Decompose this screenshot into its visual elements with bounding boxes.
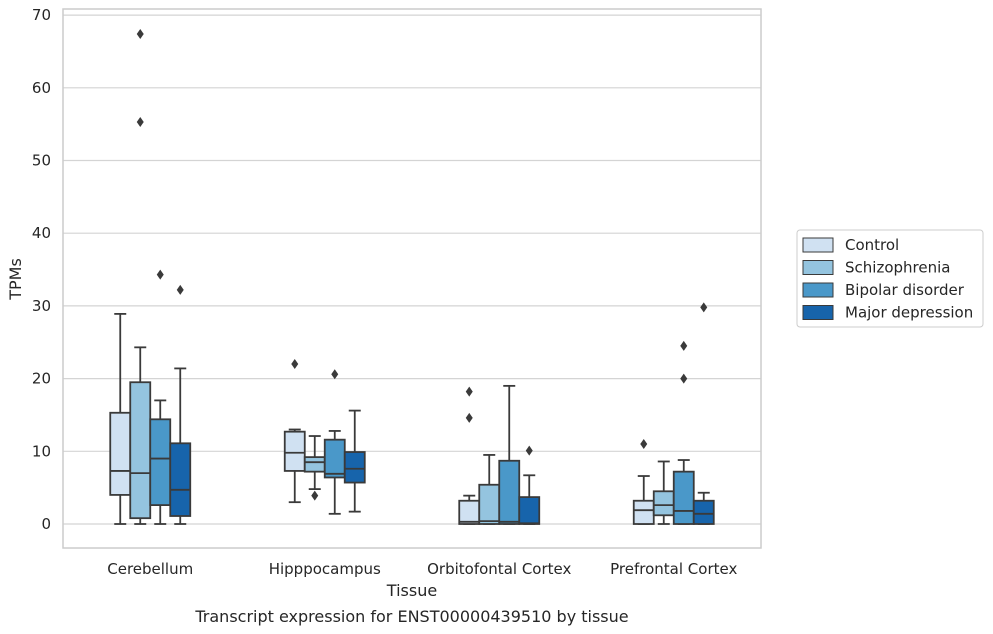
box <box>303 456 326 473</box>
outlier-point <box>465 386 473 397</box>
box-group <box>518 445 541 525</box>
outlier-point <box>680 373 688 384</box>
outlier-point <box>640 439 648 450</box>
legend-swatch <box>802 260 834 275</box>
legend-label: Schizophrenia <box>845 259 950 277</box>
legend: Control Schizophrenia Bipolar disorder Majo… <box>796 229 984 328</box>
box-group <box>458 386 481 525</box>
box-group <box>283 359 306 504</box>
box-group <box>169 284 192 525</box>
box-group <box>692 302 715 525</box>
legend-label: Major depression <box>845 304 973 322</box>
box-group <box>498 384 521 525</box>
outlier-point <box>176 284 184 295</box>
plot-area <box>109 29 715 525</box>
box-group <box>343 409 366 513</box>
x-tick-label: Cerebellum <box>107 560 193 578</box>
box-group <box>149 269 172 525</box>
box <box>518 496 541 525</box>
box-group <box>632 439 655 525</box>
legend-swatch <box>802 282 834 298</box>
box <box>692 499 715 525</box>
legend-swatch <box>802 237 834 253</box>
box-group <box>129 29 152 525</box>
y-tick-label: 10 <box>32 442 51 460</box>
box-group <box>303 435 326 501</box>
y-tick-label: 60 <box>32 79 51 97</box>
outlier-point <box>680 340 688 351</box>
legend-entries: Control Schizophrenia Bipolar disorder Majo… <box>802 236 973 322</box>
box <box>458 499 481 525</box>
box <box>478 483 501 525</box>
plot-frame <box>62 8 762 549</box>
y-tick-label: 0 <box>41 515 51 533</box>
box-group <box>672 340 695 525</box>
outlier-point <box>136 29 144 40</box>
legend-swatch <box>802 305 834 320</box>
y-axis-title: TPMs <box>6 258 25 301</box>
box-group <box>652 460 675 525</box>
outlier-point <box>136 116 144 127</box>
outlier-point <box>525 445 533 456</box>
box <box>169 442 192 517</box>
box <box>109 411 132 496</box>
x-axis-title: Tissue <box>386 581 437 600</box>
box <box>283 430 306 472</box>
x-tick-label: Prefrontal Cortex <box>610 560 737 578</box>
legend-label: Bipolar disorder <box>845 281 965 299</box>
box <box>632 499 655 525</box>
y-axis-ticks: 0 10 20 30 40 50 60 70 <box>32 6 51 533</box>
box-group <box>323 369 346 515</box>
x-tick-label: Hipppocampus <box>269 560 381 578</box>
box <box>652 490 675 517</box>
y-tick-label: 70 <box>32 6 51 24</box>
legend-frame <box>796 229 984 328</box>
x-tick-label: Orbitofontal Cortex <box>427 560 571 578</box>
x-axis-ticks: Cerebellum Hipppocampus Orbitofontal Corte… <box>107 560 737 578</box>
box <box>323 438 346 479</box>
y-tick-label: 40 <box>32 224 51 242</box>
outlier-point <box>700 302 708 313</box>
legend-label: Control <box>845 236 899 254</box>
y-tick-label: 20 <box>32 370 51 388</box>
box-group <box>478 454 501 525</box>
y-tick-label: 50 <box>32 152 51 170</box>
outlier-point <box>331 369 339 380</box>
box <box>343 451 366 484</box>
box <box>149 418 172 506</box>
box <box>129 381 152 520</box>
outlier-point <box>311 490 319 501</box>
chart-title: Transcript expression for ENST0000043951… <box>194 607 628 626</box>
outlier-point <box>465 412 473 423</box>
box <box>498 459 521 525</box>
outlier-point <box>156 269 164 280</box>
box <box>672 470 695 525</box>
y-tick-label: 30 <box>32 297 51 315</box>
box-group <box>109 312 132 525</box>
outlier-point <box>291 359 299 370</box>
